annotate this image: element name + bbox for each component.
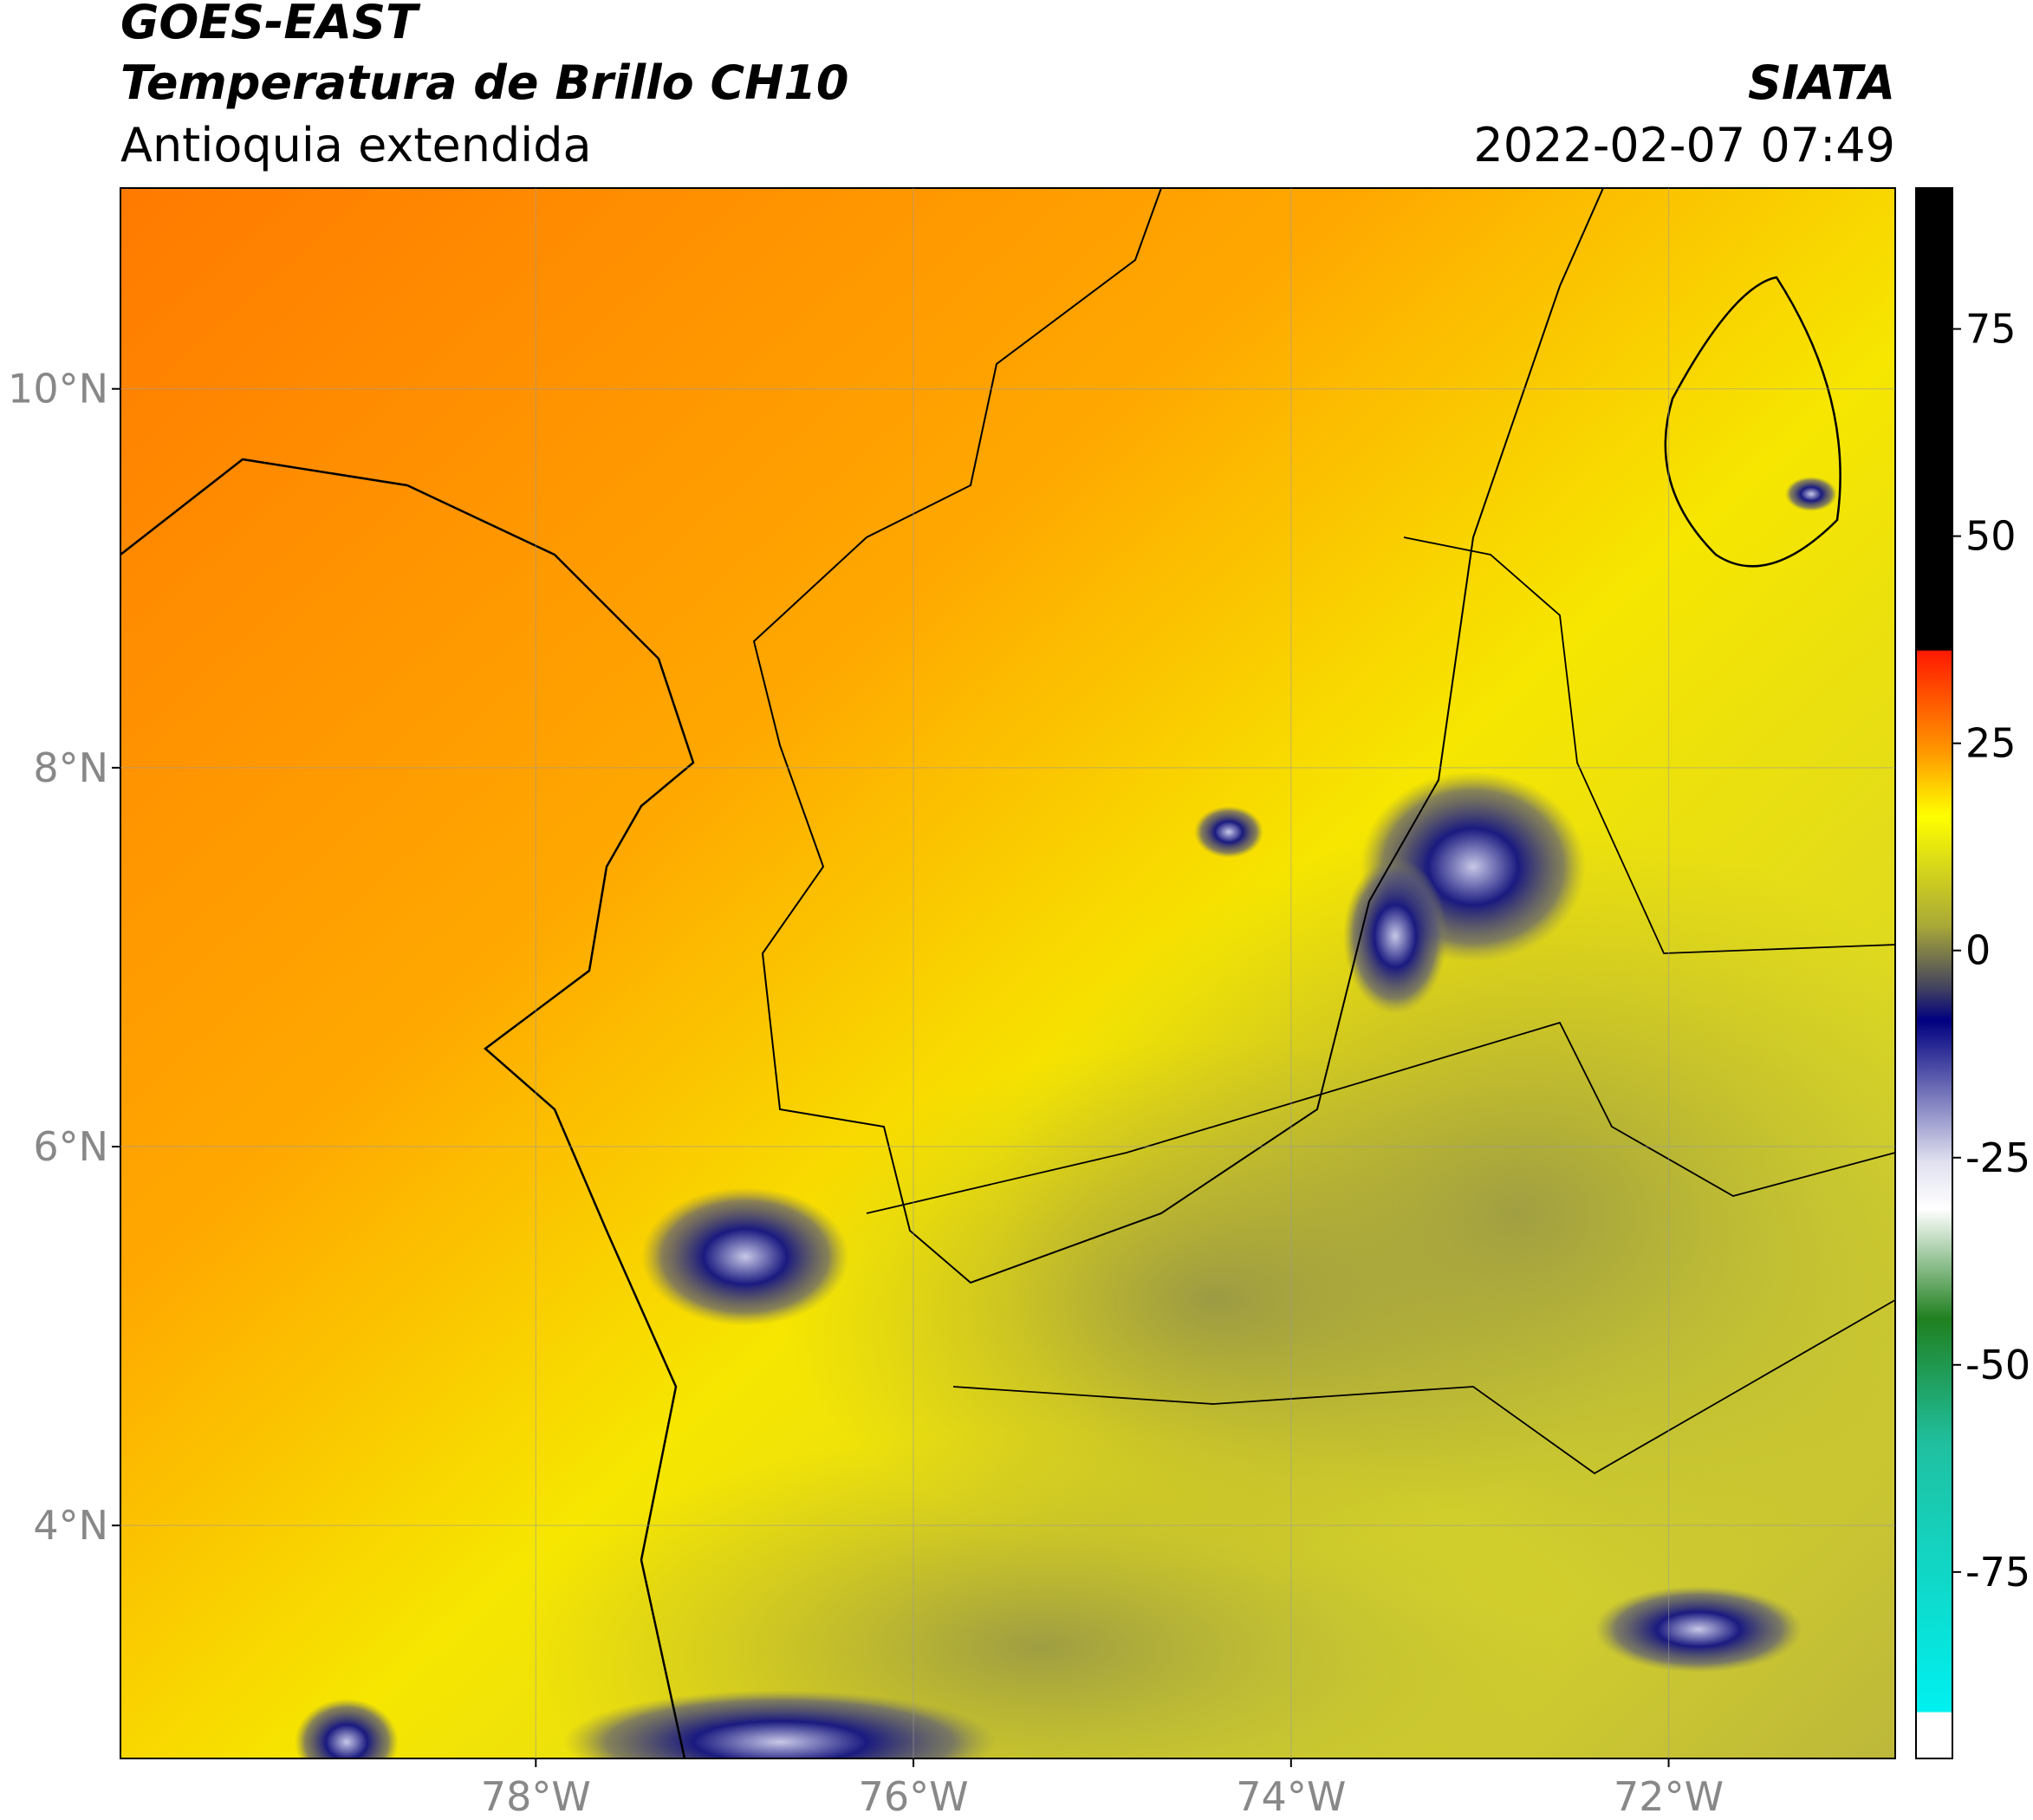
- region: Antioquia extendida: [120, 118, 592, 172]
- colorbar-tick-label: -50: [1965, 1342, 2030, 1388]
- storm-cell: [563, 1690, 997, 1758]
- colorbar-tick-label: 0: [1965, 927, 1991, 974]
- boundary: [866, 536, 1895, 1475]
- colorbar-tick-label: 50: [1965, 513, 2017, 560]
- y-tick-label: 6°N: [33, 1123, 108, 1170]
- y-tick-label: 4°N: [33, 1502, 108, 1549]
- storm-cell: [1343, 858, 1447, 1014]
- source: SIATA: [1748, 55, 1895, 110]
- storm-cell: [295, 1699, 399, 1758]
- coastline: [1664, 276, 1841, 568]
- storm-cell: [1785, 477, 1837, 511]
- y-tick-label: 10°N: [8, 366, 108, 413]
- storm-cell: [1194, 806, 1263, 858]
- colorbar-tick-label: 75: [1965, 306, 2017, 353]
- x-tick-label: 72°W: [1614, 1773, 1724, 1820]
- cloud-field: [780, 1040, 1647, 1560]
- colorbar: [1915, 187, 1953, 1759]
- x-tick-label: 74°W: [1236, 1773, 1346, 1820]
- y-tick-label: 8°N: [33, 744, 108, 791]
- storm-cell: [1595, 1586, 1802, 1673]
- x-tick-label: 76°W: [859, 1773, 969, 1820]
- colorbar-tick-label: -25: [1965, 1134, 2030, 1181]
- datetime: 2022-02-07 07:49: [1473, 118, 1895, 172]
- colorbar-tick-label: -75: [1965, 1549, 2030, 1596]
- storm-cell: [641, 1187, 849, 1326]
- coastline: [120, 458, 695, 1758]
- axes: 78°W 76°W 74°W 72°W 10°N 8°N 6°N 4°N: [8, 188, 1895, 1820]
- colorbar-ticks: 75 50 25 0 -25 -50 -75: [1952, 306, 2030, 1596]
- x-tick-label: 78°W: [481, 1773, 591, 1820]
- colorbar-tick-label: 25: [1965, 720, 2017, 767]
- map-image: [120, 188, 1895, 1758]
- title: GOES-EAST: [120, 0, 421, 49]
- boundary: [752, 188, 1604, 1284]
- map-frame: [120, 187, 1896, 1759]
- subtitle: Temperatura de Brillo CH10: [120, 55, 849, 110]
- cloud-field: [520, 1430, 1560, 1758]
